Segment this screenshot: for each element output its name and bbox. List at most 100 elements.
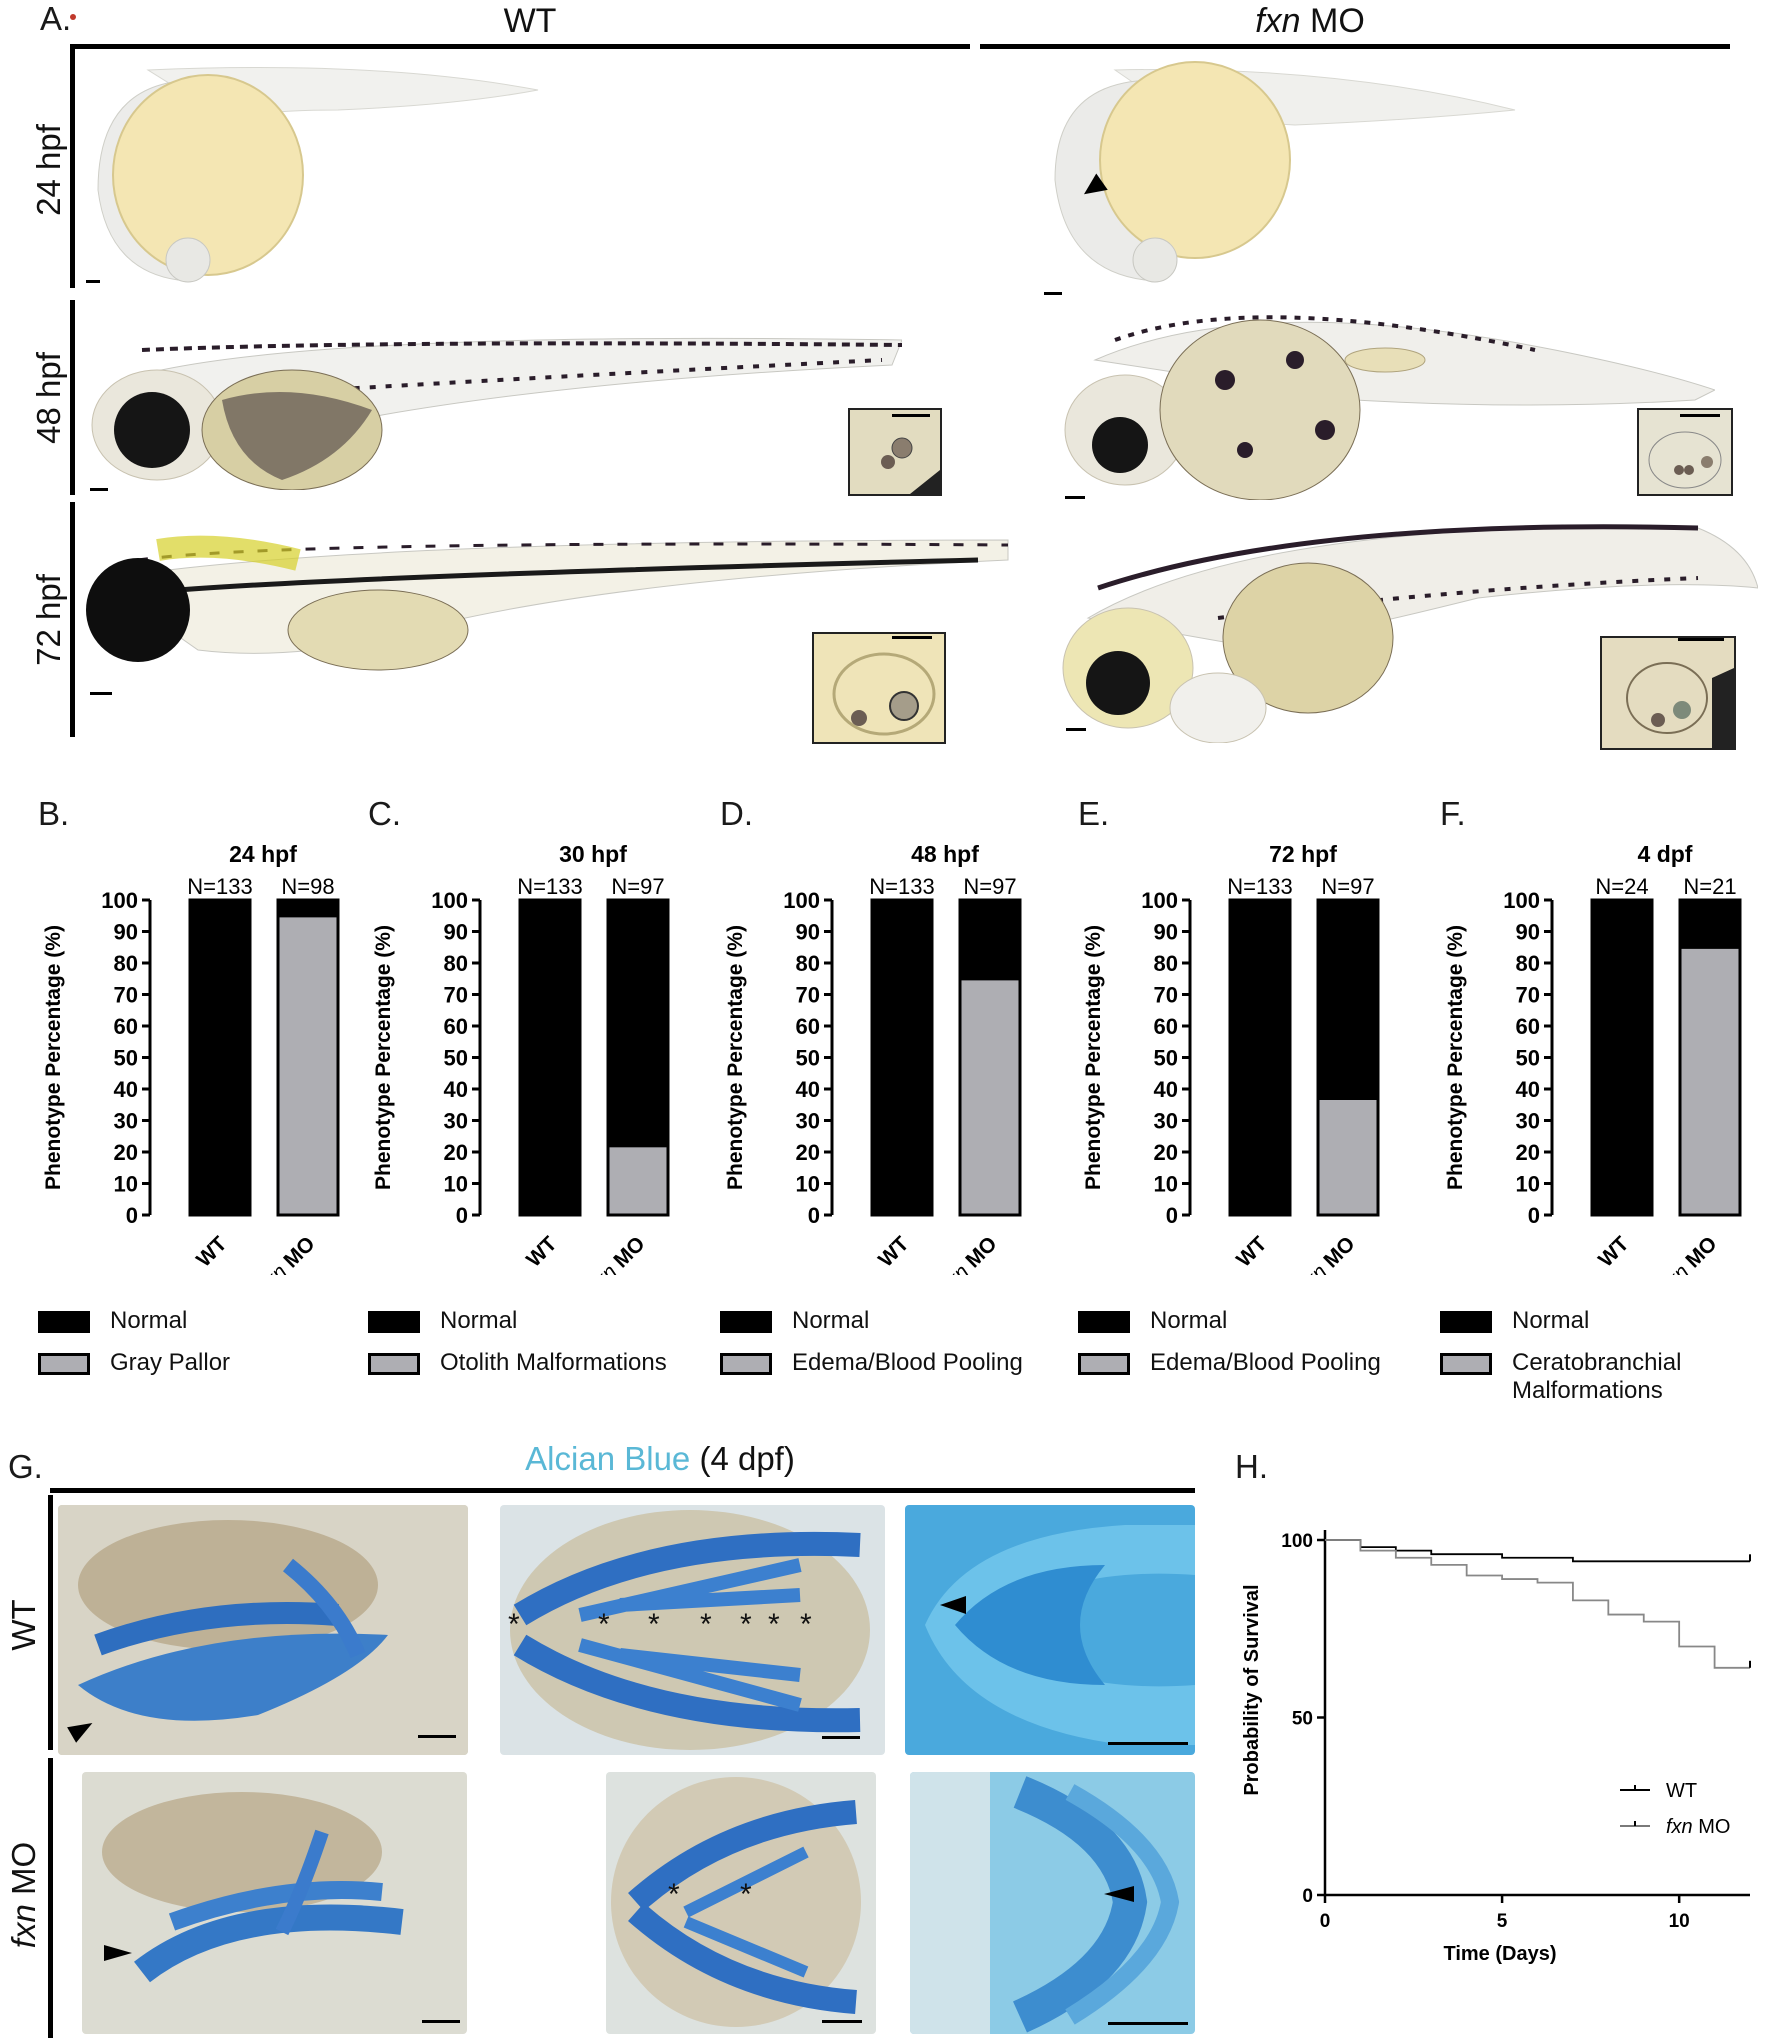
- ceratobranchial-marker: *: [700, 1608, 712, 1641]
- ceratobranchial-marker: *: [598, 1608, 610, 1641]
- panel-letter: F.: [1440, 795, 1466, 832]
- divider-g: [50, 1488, 1195, 1493]
- bar-segment: [1316, 1096, 1380, 1217]
- divider-mo: [980, 44, 1730, 49]
- row-bracket-wt: [48, 1495, 53, 1750]
- x-tick-label: fxn MO: [1295, 1232, 1359, 1275]
- legend-label: Normal: [1512, 1307, 1590, 1334]
- scale-bar: [90, 692, 112, 695]
- ceratobranchial-marker: *: [668, 1878, 680, 1911]
- y-tick-label: 30: [444, 1109, 468, 1134]
- y-tick-label: 100: [1281, 1531, 1313, 1552]
- y-tick-label: 30: [114, 1109, 138, 1134]
- panel-letter: E.: [1078, 795, 1110, 832]
- bar-segment: [958, 898, 1022, 981]
- scale-bar: [1678, 638, 1724, 641]
- y-tick-label: 20: [114, 1140, 138, 1165]
- sample-size-label: N=133: [187, 874, 252, 899]
- legend-wt: WT: [1666, 1780, 1697, 1802]
- scale-bar: [1066, 728, 1086, 731]
- legend-swatch-normal: [1440, 1311, 1492, 1333]
- bar-segment: [276, 898, 340, 918]
- red-dot: [70, 14, 76, 20]
- scale-bar: [892, 414, 930, 417]
- row-label-fxn-mo: fxn MO: [5, 1841, 42, 1949]
- x-tick-label: WT: [874, 1232, 913, 1271]
- y-tick-label: 0: [1528, 1203, 1540, 1228]
- bar-segment: [1590, 898, 1654, 1217]
- y-tick-label: 60: [796, 1014, 820, 1039]
- x-tick-label: 10: [1669, 1911, 1690, 1932]
- y-tick-label: 10: [444, 1172, 468, 1197]
- legend-label: Gray Pallor: [110, 1349, 231, 1376]
- otolith-inset: [1600, 636, 1736, 750]
- y-tick-label: 10: [796, 1172, 820, 1197]
- legend-label: Normal: [792, 1307, 870, 1334]
- y-tick-label: 100: [431, 888, 468, 913]
- legend-phenotype: Gray Pallor: [38, 1349, 368, 1377]
- bar-chart: 24 hpf Phenotype Percentage (%) 0 10 20 30 40 5…: [42, 841, 340, 1275]
- y-axis-label: Phenotype Percentage (%): [1444, 925, 1467, 1190]
- scale-bar: [1680, 414, 1720, 417]
- legend-swatch-phenotype: [1440, 1353, 1492, 1375]
- y-tick-label: 50: [114, 1046, 138, 1071]
- legend-label: Edema/Blood Pooling: [792, 1349, 1023, 1376]
- legend-label: Normal: [110, 1307, 188, 1334]
- y-tick-label: 30: [1154, 1109, 1178, 1134]
- y-tick-label: 10: [114, 1172, 138, 1197]
- cartilage-wt-ventral: [500, 1505, 885, 1755]
- sample-size-label: N=133: [517, 874, 582, 899]
- embryo-wt-72hpf: [78, 520, 1013, 680]
- chart-title: 24 hpf: [229, 841, 297, 867]
- y-tick-label: 20: [444, 1140, 468, 1165]
- legend-phenotype: Ceratobranchial Malformations: [1440, 1349, 1690, 1405]
- sample-size-label: N=97: [963, 874, 1016, 899]
- y-tick-label: 100: [101, 888, 138, 913]
- y-tick-label: 0: [808, 1203, 820, 1228]
- panel-a-letter: A.: [40, 0, 72, 37]
- y-tick-label: 80: [114, 951, 138, 976]
- y-tick-label: 10: [1516, 1172, 1540, 1197]
- ceratobranchial-marker: *: [740, 1608, 752, 1641]
- y-tick-label: 50: [796, 1046, 820, 1071]
- legend-label: Normal: [1150, 1307, 1228, 1334]
- bar-panel-f: F. 4 dpf Phenotype Percentage (%) 0 10 20 30 40…: [1440, 795, 1770, 1435]
- ceratobranchial-marker: *: [648, 1608, 660, 1641]
- y-tick-label: 90: [1516, 920, 1540, 945]
- survival-line-fxn-mo: [1325, 1539, 1750, 1669]
- scale-bar: [1065, 496, 1085, 499]
- scale-bar: [892, 636, 932, 639]
- panel-g-title: Alcian Blue (4 dpf): [525, 1440, 795, 1477]
- cartilage-mo-closeup: [910, 1772, 1195, 2034]
- survival-chart: 0 50 100 0 5 10 Probability of Survival Time …: [1241, 1530, 1751, 1965]
- y-tick-label: 40: [1154, 1077, 1178, 1102]
- legend-phenotype: Edema/Blood Pooling: [1078, 1349, 1408, 1377]
- col-head-fxn-mo: fxn MO: [1255, 2, 1365, 40]
- embryo-wt-24hpf: [78, 50, 548, 290]
- y-tick-label: 20: [1516, 1140, 1540, 1165]
- embryo-wt-48hpf: [82, 320, 902, 490]
- chart-title: 4 dpf: [1638, 841, 1693, 867]
- ceratobranchial-marker: *: [800, 1608, 812, 1641]
- cartilage-wt-lateral: [58, 1505, 468, 1755]
- legend-normal: Normal: [720, 1307, 869, 1335]
- legend-label: Normal: [440, 1307, 518, 1334]
- chart-title: 72 hpf: [1269, 841, 1337, 867]
- row-bracket-mo: [48, 1758, 53, 2038]
- y-tick-label: 50: [1292, 1709, 1313, 1730]
- ceratobranchial-marker: *: [768, 1608, 780, 1641]
- scale-bar: [1044, 292, 1062, 295]
- sample-size-label: N=98: [281, 874, 334, 899]
- bar-segment: [958, 977, 1022, 1217]
- legend-swatch-normal: [1078, 1311, 1130, 1333]
- y-tick-label: 50: [1516, 1046, 1540, 1071]
- bar-chart: 72 hpf Phenotype Percentage (%) 0 10 20 30 40 5…: [1082, 841, 1380, 1275]
- y-tick-label: 50: [1154, 1046, 1178, 1071]
- row-label-24hpf: 24 hpf: [30, 124, 67, 216]
- arrowhead-icon: [940, 1596, 966, 1614]
- y-tick-label: 40: [796, 1077, 820, 1102]
- y-tick-label: 100: [783, 888, 820, 913]
- bar-panel-c: C. 30 hpf Phenotype Percentage (%) 0 10 20 30 4…: [368, 795, 698, 1435]
- arrowhead-icon: [104, 1945, 132, 1961]
- x-tick-label: WT: [1232, 1232, 1271, 1271]
